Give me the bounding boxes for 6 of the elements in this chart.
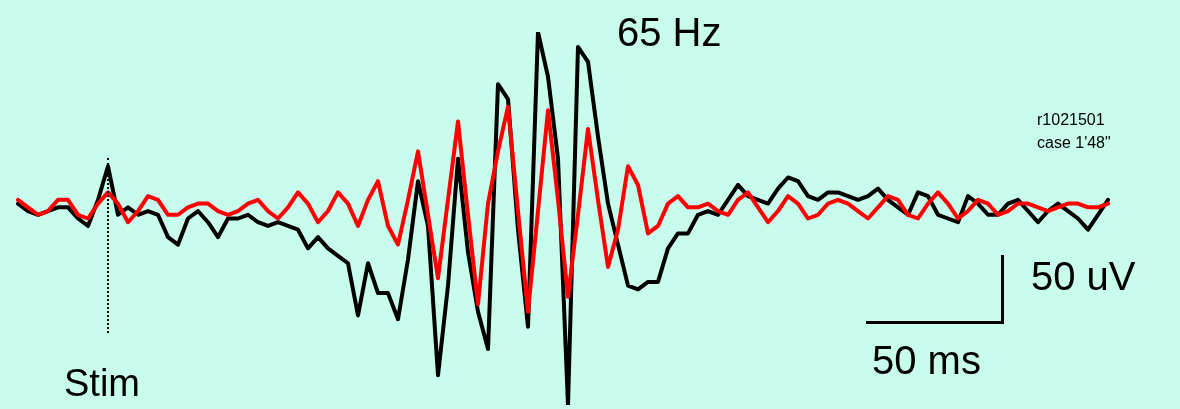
annotation: Stim bbox=[64, 362, 140, 404]
annotation: r1021501 bbox=[1037, 111, 1105, 128]
annotation: 50 ms bbox=[872, 338, 981, 382]
annotation: 50 uV bbox=[1031, 254, 1136, 298]
annotation: 65 Hz bbox=[617, 10, 722, 54]
annotation: case 1'48" bbox=[1037, 134, 1111, 151]
